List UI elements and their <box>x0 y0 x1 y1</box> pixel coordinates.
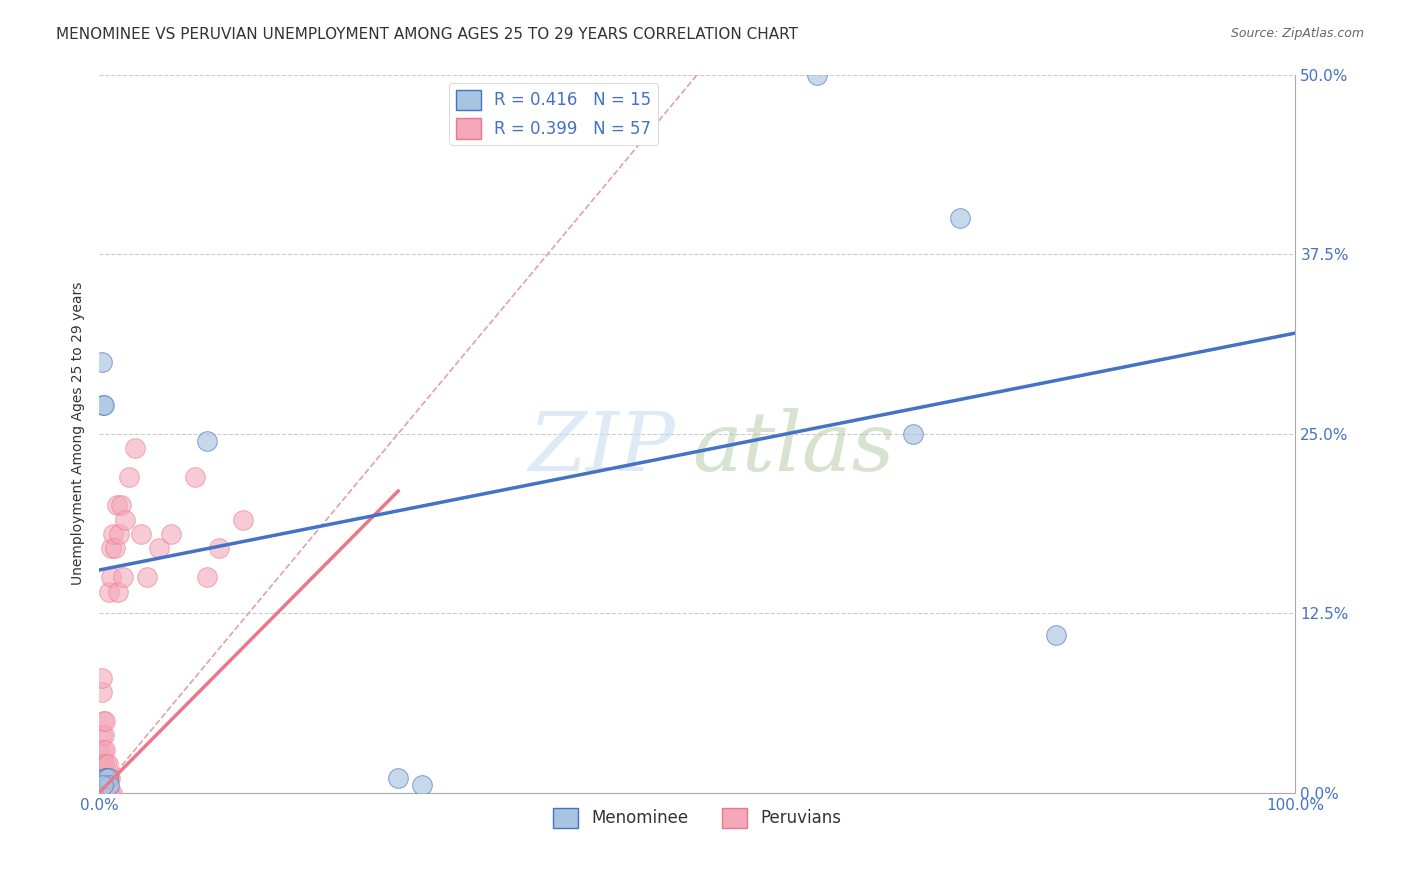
Text: MENOMINEE VS PERUVIAN UNEMPLOYMENT AMONG AGES 25 TO 29 YEARS CORRELATION CHART: MENOMINEE VS PERUVIAN UNEMPLOYMENT AMONG… <box>56 27 799 42</box>
Point <box>91 742 114 756</box>
Point <box>97 786 120 800</box>
Point <box>93 728 115 742</box>
Point <box>90 685 112 699</box>
Point <box>89 772 111 786</box>
Point <box>96 772 118 786</box>
Legend: Menominee, Peruvians: Menominee, Peruvians <box>547 801 848 835</box>
Point <box>901 426 924 441</box>
Point <box>97 779 120 793</box>
Point <box>112 570 135 584</box>
Point <box>411 779 433 793</box>
Point <box>98 772 121 786</box>
Point <box>114 513 136 527</box>
Point <box>136 570 159 584</box>
Point <box>93 398 115 412</box>
Point <box>96 772 118 786</box>
Point <box>97 584 120 599</box>
Point <box>89 786 111 800</box>
Point <box>90 355 112 369</box>
Point <box>94 772 117 786</box>
Point <box>90 671 112 685</box>
Point <box>195 570 218 584</box>
Point <box>89 786 111 800</box>
Point <box>90 728 112 742</box>
Point <box>387 772 409 786</box>
Point <box>97 772 120 786</box>
Point <box>91 398 114 412</box>
Point <box>93 786 115 800</box>
Point <box>96 786 118 800</box>
Point <box>100 541 122 556</box>
Point <box>94 786 117 800</box>
Point <box>89 786 111 800</box>
Point <box>104 541 127 556</box>
Point <box>89 756 111 771</box>
Text: ZIP: ZIP <box>529 408 675 488</box>
Point <box>148 541 170 556</box>
Point <box>91 786 114 800</box>
Point <box>1045 628 1067 642</box>
Point <box>91 772 114 786</box>
Point <box>129 527 152 541</box>
Y-axis label: Unemployment Among Ages 25 to 29 years: Unemployment Among Ages 25 to 29 years <box>72 282 86 585</box>
Point <box>101 786 124 800</box>
Point <box>806 68 828 82</box>
Point <box>105 499 128 513</box>
Point <box>94 742 117 756</box>
Point <box>107 584 129 599</box>
Point <box>90 786 112 800</box>
Point <box>96 756 118 771</box>
Point <box>208 541 231 556</box>
Point <box>96 786 118 800</box>
Point <box>90 756 112 771</box>
Point <box>96 772 118 786</box>
Point <box>103 527 125 541</box>
Point <box>98 786 121 800</box>
Point <box>195 434 218 448</box>
Point <box>94 772 117 786</box>
Point <box>96 756 118 771</box>
Point <box>949 211 972 226</box>
Point <box>96 772 118 786</box>
Point <box>184 469 207 483</box>
Point <box>93 772 115 786</box>
Point <box>118 469 141 483</box>
Point <box>91 779 114 793</box>
Point <box>124 441 146 455</box>
Point <box>100 570 122 584</box>
Point <box>93 756 115 771</box>
Text: Source: ZipAtlas.com: Source: ZipAtlas.com <box>1230 27 1364 40</box>
Point <box>110 499 132 513</box>
Point <box>90 772 112 786</box>
Point <box>91 756 114 771</box>
Text: atlas: atlas <box>692 408 894 488</box>
Point <box>232 513 254 527</box>
Point <box>108 527 131 541</box>
Point <box>89 742 111 756</box>
Point <box>160 527 183 541</box>
Point <box>94 714 117 728</box>
Point <box>91 714 114 728</box>
